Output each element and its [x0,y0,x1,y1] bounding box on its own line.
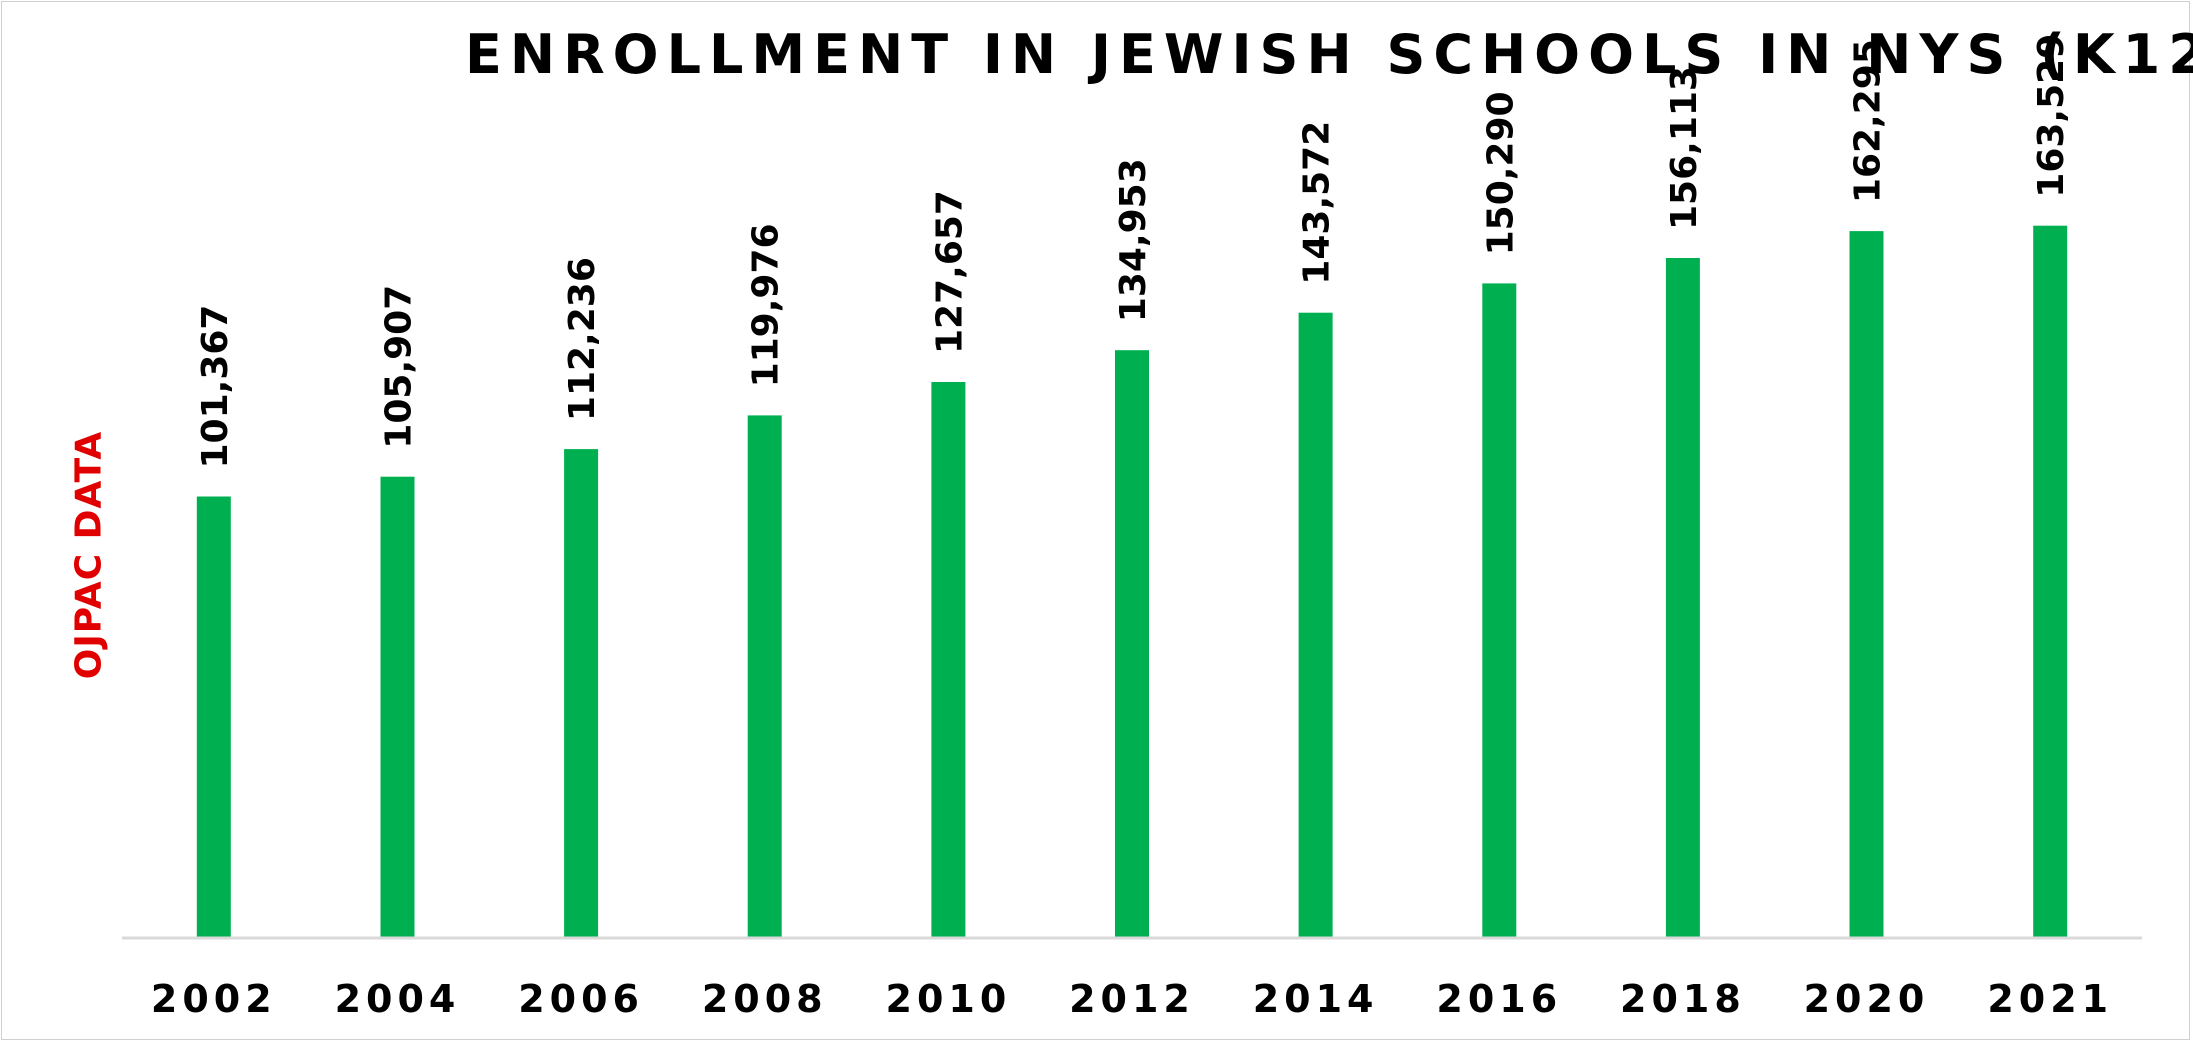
bar-2012 [1115,350,1149,938]
x-tick-label-2008: 2008 [702,977,828,1021]
data-label-2010: 127,657 [929,190,970,354]
bar-labels-group: 101,367 105,907 112,236 119,976 127,657 134,9… [195,34,2072,469]
bars-group [196,225,2068,939]
bar-2018 [1665,258,1700,938]
data-label-2012: 134,953 [1113,158,1154,322]
bar-2008 [747,415,782,938]
bar-2004 [380,476,415,938]
data-label-2020: 162,295 [1848,39,1889,203]
x-tick-label-2020: 2020 [1804,977,1930,1021]
bar-2014 [1298,312,1333,938]
x-tick-labels-group: 2002 2004 2006 2008 2010 2012 2014 2016 2018 2020… [151,977,2113,1021]
x-tick-label-2018: 2018 [1620,977,1746,1021]
bar-2002 [196,496,231,938]
bar-2006 [564,449,599,938]
x-tick-label-2016: 2016 [1436,977,1562,1021]
bar-2021 [2033,225,2068,938]
x-tick-label-2012: 2012 [1069,977,1195,1021]
bar-2020 [1849,231,1884,939]
chart-title: ENROLLMENT IN JEWISH SCHOOLS IN NYS (K12… [465,23,2193,86]
x-tick-label-2002: 2002 [151,977,277,1021]
bar-2010 [931,382,966,938]
data-label-2018: 156,113 [1664,66,1705,230]
data-label-2014: 143,572 [1297,121,1338,285]
x-tick-label-2010: 2010 [886,977,1012,1021]
data-label-2004: 105,907 [379,285,420,449]
bar-2016 [1482,283,1517,938]
data-label-2021: 163,529 [2031,34,2072,198]
x-tick-label-2004: 2004 [335,977,461,1021]
data-label-2016: 150,290 [1480,91,1521,255]
data-label-2008: 119,976 [746,223,787,387]
data-label-2002: 101,367 [195,305,236,469]
x-tick-label-2006: 2006 [518,977,644,1021]
data-label-2006: 112,236 [562,257,603,421]
x-tick-label-2021: 2021 [1987,977,2113,1021]
x-tick-label-2014: 2014 [1253,977,1379,1021]
